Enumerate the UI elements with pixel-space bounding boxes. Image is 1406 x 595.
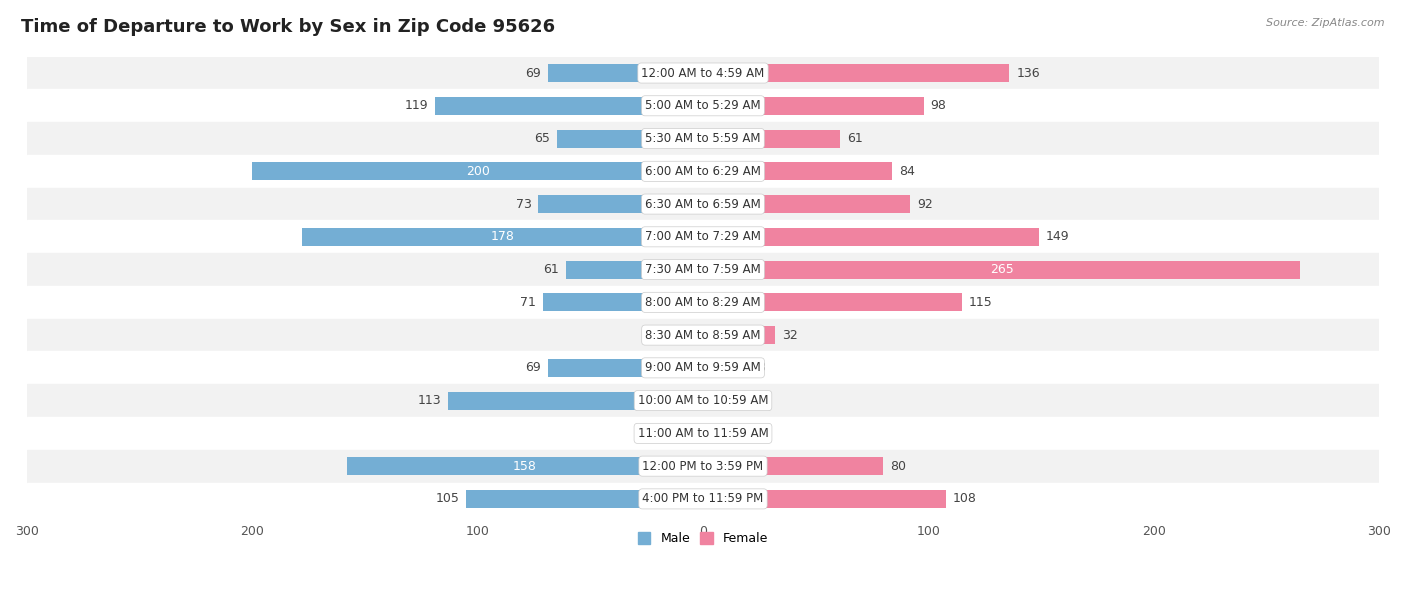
Text: 10:00 AM to 10:59 AM: 10:00 AM to 10:59 AM	[638, 394, 768, 407]
Bar	[538, 195, 703, 213]
Bar	[703, 359, 744, 377]
Text: 69: 69	[524, 361, 541, 374]
Bar	[27, 384, 1379, 417]
Text: 18: 18	[751, 361, 766, 374]
Bar	[547, 64, 703, 82]
Bar	[467, 490, 703, 508]
Bar	[27, 187, 1379, 220]
Bar	[703, 392, 718, 409]
Bar	[662, 424, 703, 442]
Text: 113: 113	[418, 394, 441, 407]
Text: 92: 92	[917, 198, 932, 211]
Text: 7:30 AM to 7:59 AM: 7:30 AM to 7:59 AM	[645, 263, 761, 276]
Text: Source: ZipAtlas.com: Source: ZipAtlas.com	[1267, 18, 1385, 28]
Text: 6:30 AM to 6:59 AM: 6:30 AM to 6:59 AM	[645, 198, 761, 211]
Bar	[557, 130, 703, 148]
Text: 105: 105	[436, 493, 460, 505]
Text: 12:00 PM to 3:59 PM: 12:00 PM to 3:59 PM	[643, 459, 763, 472]
Bar	[27, 57, 1379, 89]
Text: 65: 65	[534, 132, 550, 145]
Text: Time of Departure to Work by Sex in Zip Code 95626: Time of Departure to Work by Sex in Zip …	[21, 18, 555, 36]
Bar	[703, 97, 924, 115]
Text: 80: 80	[890, 459, 905, 472]
Bar	[27, 450, 1379, 483]
Bar	[302, 228, 703, 246]
Bar	[543, 293, 703, 311]
Bar	[27, 253, 1379, 286]
Text: 6:00 AM to 6:29 AM: 6:00 AM to 6:29 AM	[645, 165, 761, 178]
Bar	[703, 490, 946, 508]
Bar	[27, 286, 1379, 319]
Text: 158: 158	[513, 459, 537, 472]
Text: 84: 84	[898, 165, 915, 178]
Text: 18: 18	[640, 427, 655, 440]
Bar	[347, 457, 703, 475]
Bar	[703, 64, 1010, 82]
Text: 71: 71	[520, 296, 536, 309]
Bar	[27, 352, 1379, 384]
Text: 4:00 PM to 11:59 PM: 4:00 PM to 11:59 PM	[643, 493, 763, 505]
Text: 136: 136	[1017, 67, 1040, 80]
Text: 5:30 AM to 5:59 AM: 5:30 AM to 5:59 AM	[645, 132, 761, 145]
Bar	[27, 483, 1379, 515]
Text: 98: 98	[931, 99, 946, 112]
Text: 7:00 AM to 7:29 AM: 7:00 AM to 7:29 AM	[645, 230, 761, 243]
Bar	[565, 261, 703, 278]
Bar	[27, 417, 1379, 450]
Text: 61: 61	[848, 132, 863, 145]
Text: 265: 265	[990, 263, 1014, 276]
Bar	[434, 97, 703, 115]
Text: 0: 0	[710, 427, 717, 440]
Bar	[27, 319, 1379, 352]
Text: 8:30 AM to 8:59 AM: 8:30 AM to 8:59 AM	[645, 328, 761, 342]
Text: 200: 200	[465, 165, 489, 178]
Text: 11:00 AM to 11:59 AM: 11:00 AM to 11:59 AM	[638, 427, 768, 440]
Text: 12:00 AM to 4:59 AM: 12:00 AM to 4:59 AM	[641, 67, 765, 80]
Text: 32: 32	[782, 328, 797, 342]
Bar	[252, 162, 703, 180]
Text: 7: 7	[725, 394, 734, 407]
Text: 115: 115	[969, 296, 993, 309]
Bar	[703, 457, 883, 475]
Bar	[27, 122, 1379, 155]
Bar	[547, 359, 703, 377]
Bar	[703, 293, 962, 311]
Bar	[27, 220, 1379, 253]
Text: 119: 119	[405, 99, 427, 112]
Legend: Male, Female: Male, Female	[633, 527, 773, 550]
Bar	[703, 195, 910, 213]
Bar	[703, 162, 893, 180]
Text: 10: 10	[658, 328, 673, 342]
Bar	[703, 228, 1039, 246]
Text: 9:00 AM to 9:59 AM: 9:00 AM to 9:59 AM	[645, 361, 761, 374]
Text: 69: 69	[524, 67, 541, 80]
Bar	[27, 89, 1379, 122]
Text: 149: 149	[1046, 230, 1069, 243]
Text: 8:00 AM to 8:29 AM: 8:00 AM to 8:29 AM	[645, 296, 761, 309]
Text: 108: 108	[953, 493, 977, 505]
Text: 61: 61	[543, 263, 558, 276]
Bar	[703, 326, 775, 344]
Bar	[27, 155, 1379, 187]
Bar	[681, 326, 703, 344]
Bar	[449, 392, 703, 409]
Text: 73: 73	[516, 198, 531, 211]
Bar	[703, 261, 1301, 278]
Text: 178: 178	[491, 230, 515, 243]
Text: 5:00 AM to 5:29 AM: 5:00 AM to 5:29 AM	[645, 99, 761, 112]
Bar	[703, 130, 841, 148]
